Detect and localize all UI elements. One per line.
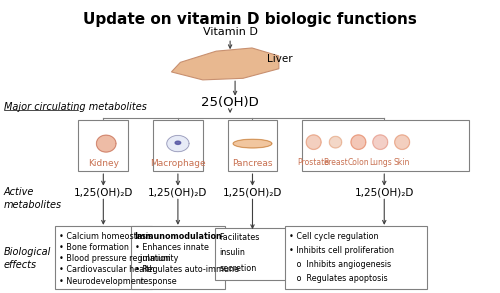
Text: secretion: secretion: [219, 264, 256, 273]
Text: Macrophage: Macrophage: [150, 159, 206, 168]
Text: immunity: immunity: [134, 254, 178, 263]
FancyBboxPatch shape: [215, 228, 289, 280]
Polygon shape: [233, 139, 272, 148]
Text: 1,25(OH)₂D: 1,25(OH)₂D: [74, 187, 133, 197]
Text: • Cardiovascular health: • Cardiovascular health: [59, 265, 154, 275]
Text: o  Regulates apoptosis: o Regulates apoptosis: [289, 274, 388, 283]
Text: Biological
effects: Biological effects: [4, 247, 52, 270]
Text: Kidney: Kidney: [88, 159, 119, 168]
Text: Immunomodulation: Immunomodulation: [134, 231, 222, 241]
Text: Vitamin D: Vitamin D: [202, 27, 258, 37]
Polygon shape: [373, 135, 388, 149]
Text: Skin: Skin: [394, 159, 410, 167]
Text: Breast: Breast: [323, 159, 348, 167]
Polygon shape: [172, 48, 279, 80]
Text: Prostate: Prostate: [298, 159, 330, 167]
FancyBboxPatch shape: [55, 226, 152, 289]
Text: 1,25(OH)₂D: 1,25(OH)₂D: [223, 187, 282, 197]
Polygon shape: [96, 135, 116, 152]
Text: • Inhibits cell proliferation: • Inhibits cell proliferation: [289, 246, 394, 255]
Polygon shape: [394, 135, 409, 149]
Text: Major circulating metabolites: Major circulating metabolites: [4, 102, 147, 112]
Polygon shape: [306, 135, 321, 149]
Text: Colon: Colon: [348, 159, 369, 167]
Text: • Neurodevelopment: • Neurodevelopment: [59, 277, 144, 286]
Polygon shape: [351, 135, 366, 149]
Polygon shape: [175, 141, 180, 144]
FancyBboxPatch shape: [285, 226, 426, 289]
Text: Pancreas: Pancreas: [232, 159, 272, 168]
Text: • Calcium homeostasis: • Calcium homeostasis: [59, 231, 152, 241]
Polygon shape: [167, 135, 189, 152]
FancyBboxPatch shape: [78, 120, 128, 171]
Text: Facilitates: Facilitates: [219, 233, 260, 242]
Text: Active
metabolites: Active metabolites: [4, 187, 62, 210]
FancyBboxPatch shape: [228, 120, 278, 171]
Text: • Cell cycle regulation: • Cell cycle regulation: [289, 231, 378, 241]
Text: Liver: Liver: [268, 54, 293, 64]
Text: • Bone formation: • Bone formation: [59, 243, 129, 252]
Text: • Regulates auto-immune: • Regulates auto-immune: [134, 265, 238, 275]
FancyBboxPatch shape: [130, 226, 225, 289]
Text: Update on vitamin D biologic functions: Update on vitamin D biologic functions: [83, 11, 417, 27]
FancyBboxPatch shape: [153, 120, 203, 171]
Polygon shape: [330, 136, 342, 148]
FancyBboxPatch shape: [302, 120, 469, 171]
Text: 1,25(OH)₂D: 1,25(OH)₂D: [148, 187, 208, 197]
Text: 25(OH)D: 25(OH)D: [201, 96, 259, 110]
Text: response: response: [134, 277, 176, 286]
Text: o  Inhibits angiogenesis: o Inhibits angiogenesis: [289, 260, 391, 269]
Text: 1,25(OH)₂D: 1,25(OH)₂D: [354, 187, 414, 197]
Text: Lungs: Lungs: [369, 159, 392, 167]
Text: • Blood pressure regulation: • Blood pressure regulation: [59, 254, 170, 263]
Text: insulin: insulin: [219, 248, 245, 258]
Text: • Enhances innate: • Enhances innate: [134, 243, 208, 252]
